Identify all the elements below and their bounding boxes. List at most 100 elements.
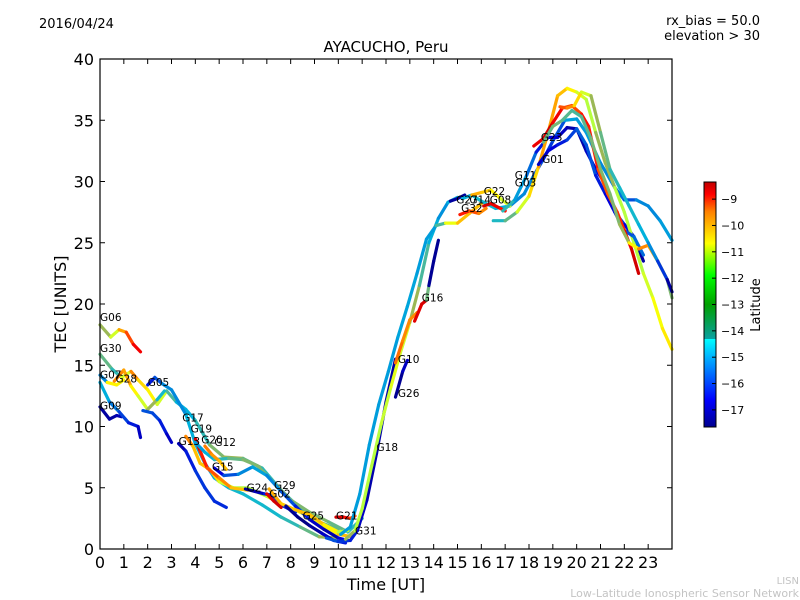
series-segment [112, 368, 126, 383]
y-tick-label: 35 [74, 111, 94, 130]
series-segment [489, 202, 502, 210]
lisn-long-label: Low-Latitude Ionospheric Sensor Network [570, 587, 799, 600]
x-tick-label: 16 [471, 553, 491, 572]
series-segment [358, 443, 371, 496]
series-segment [589, 94, 603, 135]
series-segment [565, 127, 579, 142]
series-segment [107, 400, 121, 414]
satellite-label-g17: G17 [182, 413, 204, 425]
colorbar-tick-label: −10 [721, 219, 744, 232]
series-segment [594, 173, 607, 196]
series-segment [243, 487, 257, 493]
series-g18b [339, 202, 483, 536]
series-segment [436, 200, 450, 220]
series-segment [627, 241, 641, 251]
satellite-label-g21: G21 [336, 511, 358, 523]
series-g23c [558, 90, 674, 294]
series-segment [98, 380, 112, 404]
series-segment [455, 211, 471, 225]
series-segment [212, 499, 228, 509]
satellite-label-g28: G28 [116, 373, 138, 385]
series-segment [646, 204, 662, 223]
series-segment [617, 222, 631, 245]
series-segment [193, 440, 207, 454]
series-segment [551, 118, 565, 129]
series-segment [665, 277, 674, 294]
x-tick-label: 4 [190, 553, 200, 572]
satellite-label-g22: G22 [484, 186, 506, 198]
series-segment [575, 127, 588, 147]
series-segment [622, 210, 636, 245]
series-g23b [541, 108, 674, 300]
satellite-label-g16: G16 [422, 293, 444, 305]
series-segment [501, 198, 517, 213]
series-segment [165, 432, 174, 444]
series-g12 [203, 444, 228, 471]
satellite-label-g02: G02 [269, 489, 291, 501]
colorbar-ticks: −9 −10 −11 −12 −13 −14 −15 −16 −17 [712, 193, 744, 417]
series-g05 [141, 409, 174, 444]
satellite-label-g32: G32 [461, 203, 483, 215]
series-segment [184, 434, 195, 448]
series-segment [515, 194, 531, 214]
series-g07 [98, 373, 126, 387]
x-tick-label: 23 [638, 553, 658, 572]
series-segment [532, 137, 545, 148]
satellite-label-g13: G13 [179, 436, 201, 448]
series-segment [198, 449, 209, 470]
series-segment [260, 503, 283, 519]
satellite-label-g12: G12 [214, 437, 236, 449]
series-segment [355, 498, 369, 533]
series-segment [651, 296, 665, 331]
series-segment [155, 389, 166, 402]
y-tick-label: 20 [74, 295, 94, 314]
series-segment [193, 418, 212, 447]
x-tick-label: 15 [447, 553, 467, 572]
series-segment [513, 173, 529, 202]
y-tick-label: 40 [74, 50, 94, 69]
series-g02 [265, 492, 283, 509]
series-segment [615, 210, 626, 233]
series-segment [389, 351, 402, 389]
series-segment [212, 466, 226, 478]
series-segment [641, 271, 655, 300]
series-segment [141, 409, 154, 415]
series-segment [296, 515, 312, 528]
colorbar-label: Latitude [749, 278, 764, 332]
series-segment [289, 498, 312, 514]
colorbar-tick-label: −17 [721, 404, 744, 417]
series-segment [551, 106, 565, 125]
elevation-label: elevation > 30 [664, 29, 760, 44]
series-segment [458, 209, 471, 217]
series-segment [370, 422, 383, 468]
x-tick-label: 10 [328, 553, 348, 572]
series-segment [424, 224, 438, 241]
series-segment [555, 86, 569, 98]
x-tick-label: 5 [214, 553, 224, 572]
series-segment [617, 186, 631, 208]
series-segment [470, 190, 483, 197]
satellite-label-g24: G24 [247, 482, 269, 494]
series-segment [427, 259, 436, 288]
series-segment [117, 410, 131, 425]
series-segment [279, 515, 302, 529]
series-segment [136, 424, 143, 440]
series-segment [629, 247, 641, 275]
series-segment [575, 117, 588, 135]
colorbar-tick-label: −14 [721, 325, 744, 338]
series-g16 [413, 238, 440, 323]
series-segment [227, 456, 245, 462]
series-segment [541, 121, 555, 141]
series-g32 [458, 206, 488, 217]
series-segment [272, 499, 283, 509]
series-segment [417, 241, 431, 288]
series-segment [555, 138, 569, 147]
satellite-label-g29: G29 [274, 480, 296, 492]
series-segment [322, 527, 340, 540]
series-segment [98, 323, 113, 339]
series-segment [632, 235, 646, 257]
series-segment [98, 352, 114, 371]
series-segment [634, 198, 650, 208]
satellite-label-g20: G20 [201, 435, 223, 447]
